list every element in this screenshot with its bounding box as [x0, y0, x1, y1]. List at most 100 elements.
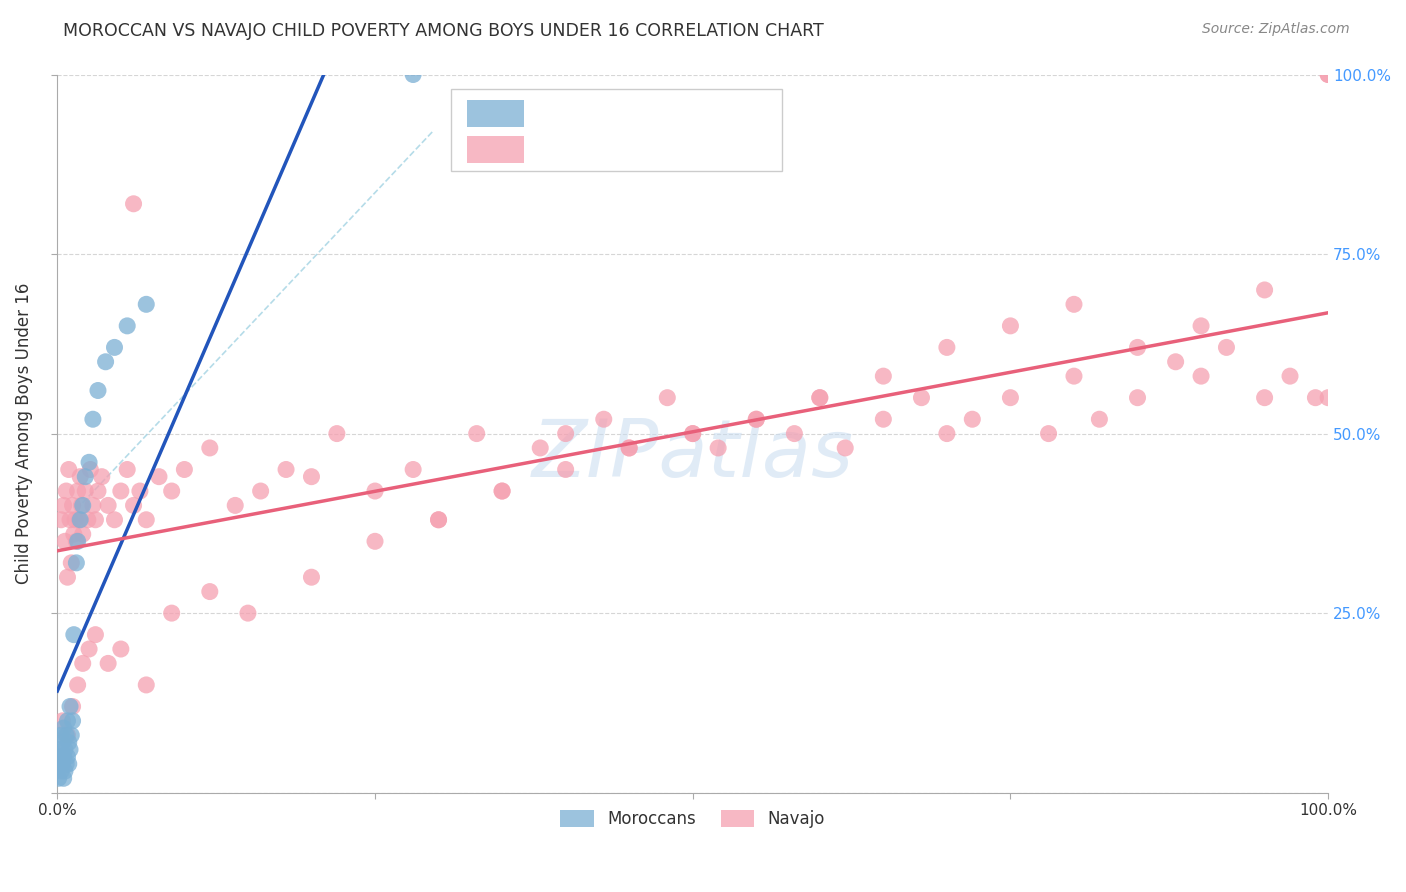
Point [79, 462, 101, 476]
Point [49, 764, 72, 778]
Point [1215, 340, 1237, 354]
Point [56, 728, 79, 742]
Point [1126, 391, 1149, 405]
Point [58, 735, 80, 749]
Point [554, 426, 576, 441]
Point [51, 756, 73, 771]
Point [60, 728, 83, 742]
Point [82, 499, 104, 513]
Point [49, 749, 72, 764]
Point [1063, 369, 1085, 384]
Point [745, 412, 768, 426]
Point [135, 678, 157, 692]
Point [872, 369, 894, 384]
Point [1253, 391, 1275, 405]
FancyBboxPatch shape [451, 89, 782, 171]
Point [427, 513, 450, 527]
Text: ZIPatlas: ZIPatlas [531, 417, 853, 494]
Point [66, 483, 89, 498]
Point [115, 462, 138, 476]
Point [69, 513, 91, 527]
Point [1164, 355, 1187, 369]
Point [103, 513, 125, 527]
Point [90, 469, 112, 483]
Point [364, 534, 387, 549]
Point [52, 499, 75, 513]
Point [65, 534, 87, 549]
Point [148, 469, 170, 483]
Point [77, 642, 100, 657]
Point [135, 297, 157, 311]
Point [707, 441, 730, 455]
Point [1189, 318, 1212, 333]
Text: Source: ZipAtlas.com: Source: ZipAtlas.com [1202, 22, 1350, 37]
Point [53, 764, 76, 778]
Point [75, 469, 97, 483]
Point [51, 714, 73, 728]
Point [198, 441, 221, 455]
Point [48, 772, 70, 786]
Point [87, 483, 110, 498]
Point [1317, 391, 1340, 405]
Text: R = 0.582   N =  37: R = 0.582 N = 37 [537, 104, 728, 122]
Point [1189, 369, 1212, 384]
Point [745, 412, 768, 426]
Point [808, 391, 831, 405]
Point [62, 699, 84, 714]
Point [1063, 297, 1085, 311]
Point [66, 534, 89, 549]
Point [617, 441, 640, 455]
Point [70, 499, 93, 513]
Point [808, 391, 831, 405]
Point [52, 772, 75, 786]
Point [1317, 68, 1340, 82]
Point [82, 412, 104, 426]
Point [56, 714, 79, 728]
Point [173, 462, 195, 476]
Point [1126, 340, 1149, 354]
Point [935, 340, 957, 354]
Point [122, 499, 145, 513]
Point [465, 426, 488, 441]
Point [59, 699, 82, 714]
Point [1000, 318, 1022, 333]
Point [1305, 391, 1327, 405]
Point [249, 483, 271, 498]
Point [122, 196, 145, 211]
Point [62, 499, 84, 513]
Point [160, 606, 183, 620]
Point [402, 462, 425, 476]
Point [935, 426, 957, 441]
Point [76, 513, 98, 527]
Point [56, 570, 79, 584]
Point [62, 714, 84, 728]
Point [1279, 369, 1302, 384]
Point [55, 728, 77, 742]
Point [58, 756, 80, 771]
Point [224, 499, 246, 513]
Point [49, 513, 72, 527]
Point [63, 513, 86, 527]
Point [63, 527, 86, 541]
Point [84, 513, 107, 527]
Point [427, 513, 450, 527]
Point [67, 513, 90, 527]
Point [129, 483, 152, 498]
Point [59, 513, 82, 527]
Point [529, 441, 551, 455]
Point [910, 391, 932, 405]
Text: R = 0.378   N = 103: R = 0.378 N = 103 [537, 140, 735, 158]
Point [63, 628, 86, 642]
Point [617, 441, 640, 455]
Point [1253, 283, 1275, 297]
Point [53, 742, 76, 756]
Point [55, 483, 77, 498]
Point [51, 735, 73, 749]
Point [97, 657, 120, 671]
Y-axis label: Child Poverty Among Boys Under 16: Child Poverty Among Boys Under 16 [15, 283, 32, 584]
Point [72, 499, 94, 513]
Point [97, 499, 120, 513]
Point [84, 628, 107, 642]
Point [66, 678, 89, 692]
Point [682, 426, 704, 441]
